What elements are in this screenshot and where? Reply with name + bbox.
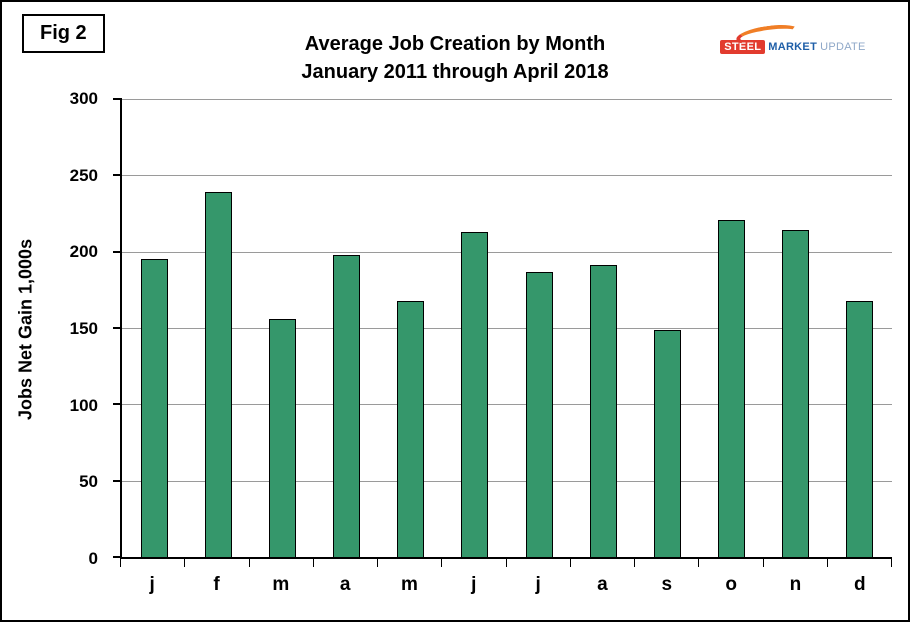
x-axis-label: m (272, 574, 290, 595)
bar-cell (764, 99, 828, 557)
bar-cell (635, 99, 699, 557)
y-axis-tick-label: 150 (69, 319, 98, 338)
logo-update-label: UPDATE (820, 41, 866, 53)
logo-market-label: MARKET (768, 41, 818, 53)
y-axis-tick-label: 50 (79, 472, 98, 492)
x-axis-label: d (853, 574, 866, 595)
plot-area (113, 98, 892, 559)
x-axis-tick (250, 559, 314, 567)
figure-number-label: Fig 2 (40, 22, 87, 44)
steel-market-update-logo: STEEL MARKET UPDATE (718, 21, 868, 54)
x-axis-label: s (661, 574, 673, 595)
bar-n-11 (782, 230, 810, 557)
x-axis-tick (571, 559, 635, 567)
logo-text: STEEL MARKET UPDATE (718, 40, 868, 54)
x-axis-label: o (725, 574, 737, 595)
bar-o-10 (718, 219, 746, 557)
bar-cell (700, 99, 764, 557)
gridline (122, 328, 892, 329)
gridline (122, 480, 892, 482)
gridline (122, 99, 892, 100)
y-axis-tick-label: 200 (69, 242, 98, 262)
y-axis-tick (113, 98, 122, 100)
x-axis-label: f (213, 574, 220, 595)
x-axis-label: j (149, 574, 155, 595)
chart-title-line2: January 2011 through April 2018 (301, 61, 609, 83)
x-axis-label: j (471, 574, 477, 595)
x-axis-label: m (401, 574, 418, 595)
x-axis-label: a (597, 574, 608, 595)
y-axis-tick (113, 556, 122, 558)
bar-cell (507, 99, 571, 557)
bar-cell (250, 99, 314, 557)
figure-number-box: Fig 2 (22, 14, 105, 53)
x-axis-tick (699, 559, 764, 567)
x-axis-tick (764, 559, 828, 567)
gridline (122, 251, 892, 253)
bar-cell (571, 99, 635, 557)
chart-title-line1: Average Job Creation by Month (304, 33, 606, 55)
chart-title: Average Job Creation by Month January 20… (2, 30, 908, 86)
bar-series (122, 99, 892, 557)
bar-j-6 (461, 231, 489, 557)
y-axis-tick-label: 300 (69, 89, 98, 108)
y-axis-tick-label: 250 (69, 165, 98, 185)
y-axis-tick (113, 250, 122, 253)
x-axis-tick (507, 559, 571, 567)
bar-f-2 (204, 192, 232, 557)
bar-cell (122, 99, 186, 557)
bar-d-12 (846, 300, 874, 557)
bar-a-4 (333, 254, 361, 557)
bar-cell (186, 99, 250, 557)
x-axis-tick (442, 559, 507, 567)
y-axis-tick (113, 327, 122, 329)
bar-j-7 (525, 271, 553, 557)
x-axis-tick (314, 559, 378, 567)
bar-cell (379, 99, 443, 557)
y-axis-tick-label: 0 (88, 549, 98, 568)
x-axis-label: n (789, 574, 802, 595)
bar-s-9 (653, 329, 681, 557)
gridline (122, 404, 892, 406)
bar-m-3 (268, 318, 296, 557)
bar-a-8 (589, 265, 617, 557)
x-axis-label: j (535, 574, 541, 595)
bar-cell (315, 99, 379, 557)
x-axis-ticks (120, 559, 892, 567)
bar-m-5 (397, 300, 425, 557)
x-axis-tick (185, 559, 250, 567)
y-axis-tick (113, 403, 122, 406)
logo-steel-label: STEEL (720, 40, 766, 54)
x-axis-tick (120, 559, 186, 567)
y-axis-tick-label: 100 (69, 395, 98, 415)
x-axis-tick (828, 559, 892, 567)
y-axis-tick (113, 479, 122, 482)
bar-j-1 (140, 259, 168, 557)
x-axis-tick (635, 559, 700, 567)
bar-cell (828, 99, 892, 557)
gridline (122, 175, 892, 177)
y-axis-tick (113, 174, 122, 177)
x-axis-label: a (339, 574, 351, 595)
x-axis-tick (378, 559, 443, 567)
y-axis-labels: 0 50 100 150 200 250 300 (2, 89, 108, 568)
bar-cell (443, 99, 507, 557)
